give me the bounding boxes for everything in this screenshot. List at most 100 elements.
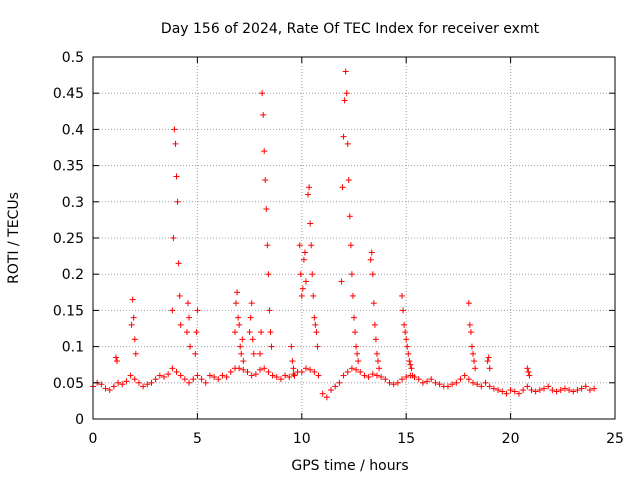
data-point [231,329,238,336]
data-point [238,350,245,357]
data-point [526,372,533,379]
data-point [172,140,179,147]
chart-title: Day 156 of 2024, Rate Of TEC Index for r… [161,21,540,37]
data-point [269,372,276,379]
data-point [170,235,177,241]
data-point [259,90,266,97]
data-point [520,387,527,394]
data-point [265,368,272,375]
data-point [357,368,364,375]
y-tick-label: 0.2 [62,267,84,283]
data-point [403,374,410,381]
data-point [404,343,411,350]
data-point [378,374,385,381]
data-point [313,329,320,336]
data-point [247,314,254,321]
data-point [482,379,489,386]
data-point [354,350,361,357]
data-point [227,368,234,375]
data-point [299,285,306,292]
data-point [472,365,479,372]
y-axis-label: ROTI / TECUs [6,192,22,284]
data-point [549,387,556,394]
data-point [591,385,598,392]
data-point [298,292,305,299]
data-point [306,184,313,191]
data-point [273,374,280,381]
data-point [202,379,209,386]
data-point [382,376,389,383]
data-point [198,376,205,383]
data-point [341,97,348,104]
data-point [524,365,531,372]
data-point [553,388,560,395]
y-tick-label: 0.05 [53,376,84,392]
data-point [277,376,284,383]
data-point [219,372,226,379]
data-point [424,378,431,385]
data-point [187,343,194,350]
data-point [131,336,138,343]
data-point [260,111,267,118]
y-tick-label: 0 [75,412,84,428]
data-point [307,366,314,373]
data-point [235,314,242,321]
data-point [406,358,413,365]
data-point [290,371,297,378]
data-point [183,329,190,336]
data-point [266,307,273,314]
data-point [407,361,414,368]
data-point [248,300,255,307]
data-point [176,292,183,299]
data-point [114,358,121,365]
data-point [267,329,274,336]
data-point [177,321,184,328]
data-point [223,374,230,381]
data-point [148,379,155,386]
data-point [297,271,304,278]
data-point [436,381,443,388]
data-point [525,368,532,375]
data-point [128,321,135,328]
data-point [336,379,343,386]
data-point [165,371,172,378]
data-point [409,372,416,379]
data-point [536,387,543,394]
data-point [375,358,382,365]
data-point [368,249,375,256]
x-tick-label: 10 [293,431,311,447]
data-points [90,68,598,401]
data-point [173,368,180,375]
data-point [468,343,475,350]
data-point [465,300,472,307]
data-point [112,354,119,361]
y-tick-label: 0.15 [53,303,84,319]
data-point [257,366,264,373]
data-point [428,376,435,383]
data-point [338,278,345,285]
data-point [348,365,355,372]
data-point [342,68,349,75]
data-point [262,177,269,184]
data-point [490,385,497,392]
data-point [348,271,355,278]
data-point [296,242,303,249]
data-point [115,379,122,386]
data-point [323,394,330,401]
y-tick-label: 0.25 [53,231,84,247]
data-point [311,314,318,321]
data-point [344,140,351,147]
y-tick-label: 0.35 [53,159,84,175]
data-point [465,376,472,383]
data-point [239,336,246,343]
data-point [495,387,502,394]
data-point [328,387,335,394]
data-point [140,383,147,390]
y-tick-label: 0.3 [62,195,84,211]
data-point [192,350,199,357]
data-point [373,372,380,379]
data-point [301,249,308,256]
data-point [369,371,376,378]
